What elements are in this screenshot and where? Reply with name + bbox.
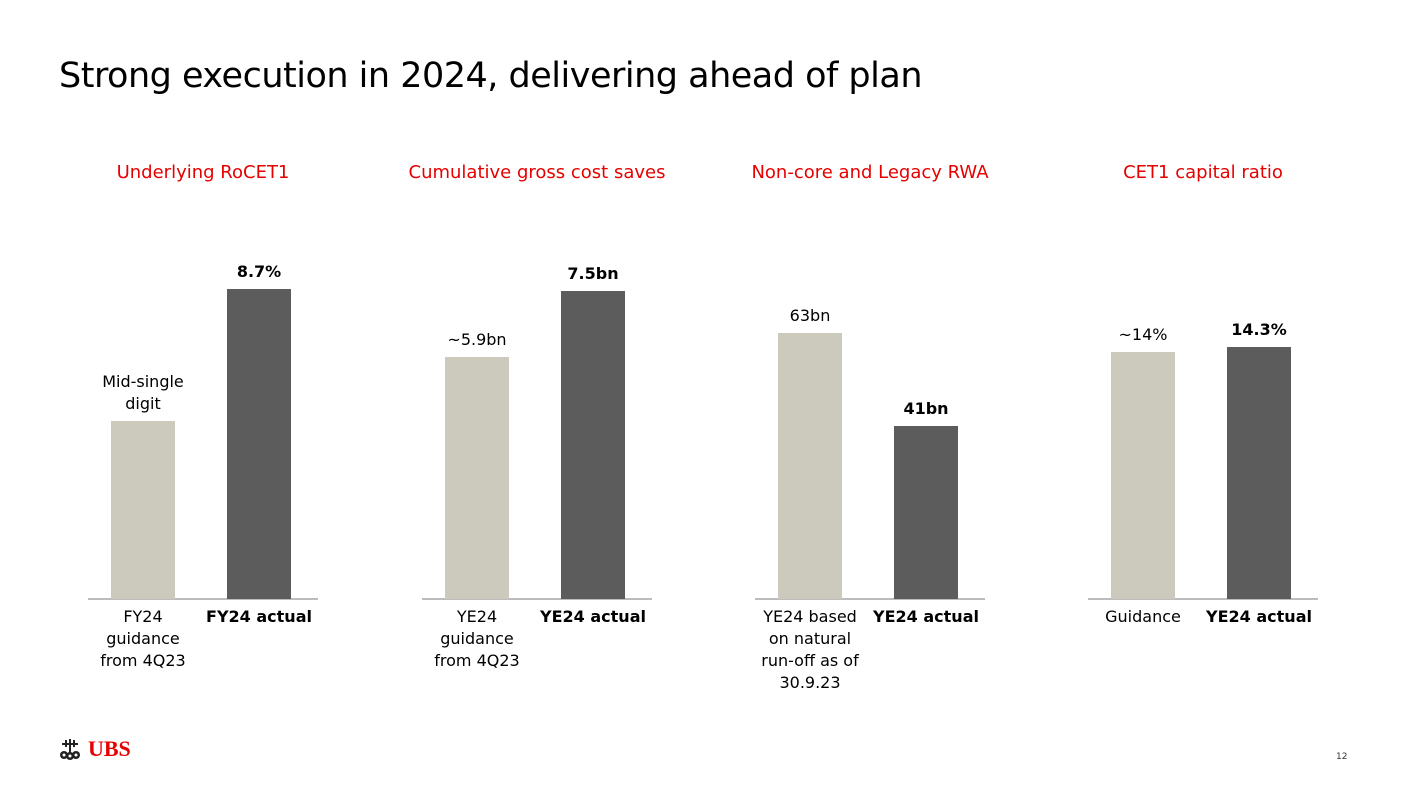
data-label: 63bn — [789, 305, 831, 325]
chart-title: Non-core and Legacy RWA — [751, 162, 989, 183]
category-label: FY24 actual — [206, 607, 312, 626]
ubs-logo: UBS — [58, 736, 131, 762]
category-label: YE24 based on natural run-off as of 30.9… — [761, 607, 859, 692]
x-axis-line — [755, 598, 985, 600]
logo-text: UBS — [88, 736, 131, 761]
category-label: FY24 guidance from 4Q23 — [100, 607, 186, 670]
category-label: YE24 actual — [1206, 607, 1312, 626]
data-label: ~14% — [1118, 325, 1168, 345]
keys-icon — [60, 739, 80, 760]
x-axis-line — [88, 598, 318, 600]
chart-title: Cumulative gross cost saves — [408, 162, 666, 183]
actual-bar — [1227, 346, 1291, 599]
data-label: ~5.9bn — [447, 329, 507, 349]
actual-bar — [894, 425, 958, 599]
chart-title: Underlying RoCET1 — [116, 162, 290, 183]
guidance-bar — [778, 332, 842, 599]
data-label: 41bn — [903, 398, 949, 418]
data-label: 8.7% — [236, 262, 282, 282]
category-label: YE24 guidance from 4Q23 — [434, 607, 520, 670]
guidance-bar — [111, 420, 175, 599]
page-title: Strong execution in 2024, delivering ahe… — [59, 56, 923, 96]
data-label: 14.3% — [1231, 319, 1287, 339]
guidance-bar — [445, 356, 509, 599]
actual-bar — [227, 289, 291, 599]
data-label: 7.5bn — [567, 264, 619, 284]
category-label: YE24 actual — [873, 607, 979, 626]
page-number: 12 — [1336, 752, 1348, 762]
category-label: Guidance — [1105, 607, 1181, 626]
x-axis-line — [1088, 598, 1318, 600]
category-label: YE24 actual — [540, 607, 646, 626]
guidance-bar — [1111, 352, 1175, 599]
x-axis-line — [422, 598, 652, 600]
chart-title: CET1 capital ratio — [1123, 162, 1283, 183]
data-label: Mid-single digit — [102, 371, 184, 413]
actual-bar — [561, 291, 625, 599]
